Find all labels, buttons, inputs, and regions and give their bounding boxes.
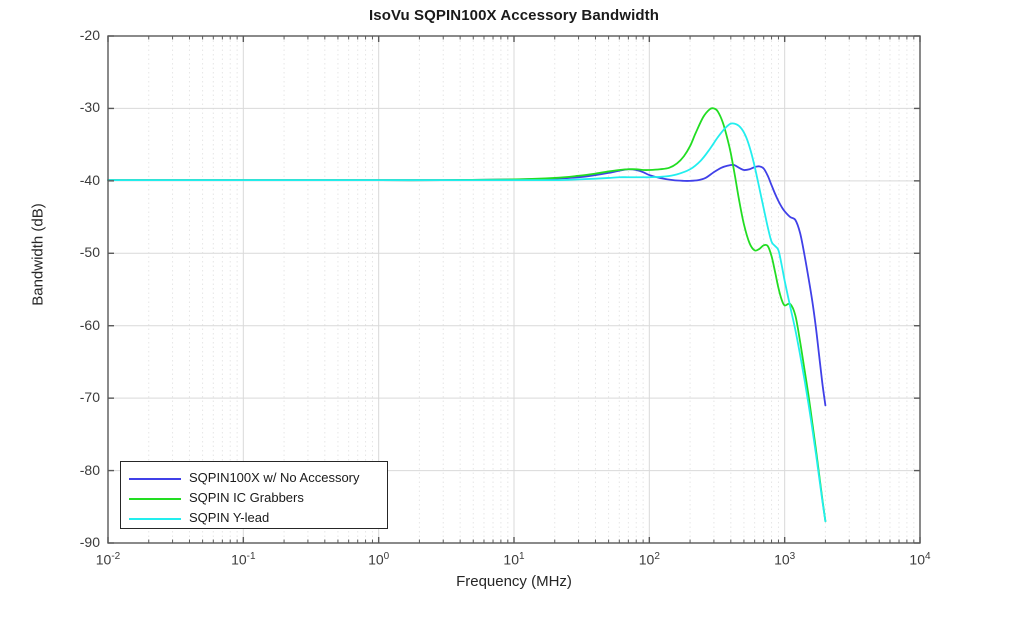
chart-title: IsoVu SQPIN100X Accessory Bandwidth <box>369 7 659 24</box>
x-tick-mantissa: 10 <box>503 551 519 568</box>
major-gridlines <box>108 36 920 543</box>
legend-color-swatch <box>129 478 181 480</box>
x-tick-mantissa: 10 <box>95 551 112 568</box>
data-series-line-2 <box>107 122 827 523</box>
x-tick-label: 104 <box>890 551 950 568</box>
x-tick-exponent: 1 <box>519 551 525 562</box>
x-tick-label: 10-2 <box>78 551 138 568</box>
y-tick-label: -30 <box>79 99 100 116</box>
x-tick-exponent: -2 <box>111 551 121 562</box>
legend: SQPIN100X w/ No Accessory SQPIN IC Grabbe… <box>120 461 388 529</box>
legend-color-swatch <box>129 498 181 500</box>
x-tick-mantissa: 10 <box>774 551 790 568</box>
x-tick-mantissa: 10 <box>909 551 925 568</box>
x-tick-exponent: 2 <box>654 551 660 562</box>
legend-color-swatch <box>129 518 181 520</box>
axis-ticks <box>107 35 921 544</box>
legend-item[interactable]: SQPIN100X w/ No Accessory <box>121 468 387 490</box>
y-tick-label: -20 <box>79 27 100 43</box>
x-tick-exponent: -1 <box>246 551 256 562</box>
minor-gridlines <box>148 36 915 543</box>
x-tick-mantissa: 10 <box>231 551 247 568</box>
x-tick-label: 103 <box>755 551 815 568</box>
legend-label: SQPIN100X w/ No Accessory <box>189 470 360 485</box>
x-axis-label: Frequency (MHz) <box>456 573 572 590</box>
legend-label: SQPIN IC Grabbers <box>189 490 304 505</box>
x-tick-label: 100 <box>349 551 409 568</box>
y-tick-label: -70 <box>79 389 100 406</box>
data-series-group <box>107 107 827 523</box>
legend-item[interactable]: SQPIN IC Grabbers <box>121 488 387 510</box>
x-tick-label: 101 <box>484 551 544 568</box>
y-tick-label: -40 <box>79 171 100 188</box>
legend-item[interactable]: SQPIN Y-lead <box>121 508 387 530</box>
y-tick-label: -90 <box>79 534 100 550</box>
data-series-line-1 <box>107 107 827 523</box>
y-tick-label: -50 <box>79 244 100 261</box>
x-tick-label: 10-1 <box>213 551 273 568</box>
x-tick-exponent: 4 <box>925 551 931 562</box>
x-tick-mantissa: 10 <box>368 551 384 568</box>
x-tick-exponent: 0 <box>383 551 390 562</box>
y-axis-label: Bandwidth (dB) <box>29 203 47 306</box>
x-tick-exponent: 3 <box>789 551 796 562</box>
x-tick-mantissa: 10 <box>638 551 655 568</box>
x-tick-label: 102 <box>619 551 679 568</box>
y-tick-label: -60 <box>79 316 100 333</box>
y-tick-label: -80 <box>79 461 100 478</box>
legend-label: SQPIN Y-lead <box>189 510 270 525</box>
